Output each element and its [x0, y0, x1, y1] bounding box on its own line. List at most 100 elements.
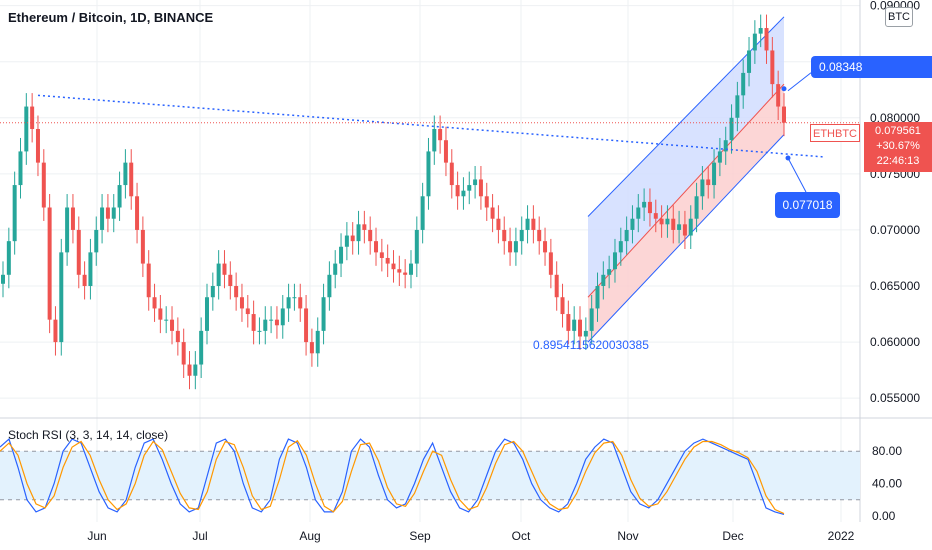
candle-body	[502, 229, 507, 242]
candle-body	[560, 297, 565, 315]
candle-body	[274, 319, 279, 326]
candle-body	[583, 330, 588, 337]
x-tick-label: Sep	[409, 529, 431, 543]
candle-body	[152, 297, 157, 309]
candle-body	[111, 207, 116, 219]
candle-body	[531, 218, 536, 230]
candle-body	[356, 224, 361, 242]
y-tick-label: 0.070000	[870, 223, 920, 237]
candle-body	[438, 128, 443, 141]
candle-body	[59, 252, 64, 343]
x-tick-label: Jun	[87, 529, 106, 543]
candle-body	[204, 297, 209, 331]
candle-body	[94, 229, 99, 253]
candle-body	[1, 274, 5, 284]
candle-body	[764, 28, 769, 51]
candle-body	[607, 269, 612, 275]
candle-body	[618, 241, 623, 253]
last-price-box: 0.079561 +30.67% 22:46:13	[864, 122, 932, 172]
regression-channel[interactable]	[587, 16, 785, 343]
candle-body	[374, 241, 379, 253]
x-tick-label: Jul	[192, 529, 207, 543]
candle-body	[449, 162, 454, 186]
upper-trend-extension	[787, 72, 812, 92]
stoch-rsi-d-line	[0, 439, 785, 515]
candle-body	[379, 252, 384, 258]
candle-body	[70, 207, 75, 230]
candle-body	[642, 201, 647, 208]
candle-body	[513, 241, 518, 253]
candle-body	[193, 364, 198, 376]
candle-body	[694, 196, 699, 219]
candle-body	[175, 330, 180, 343]
candle-body	[170, 319, 175, 331]
candle-body	[263, 319, 268, 331]
symbol-tag: ETHBTC	[810, 124, 860, 142]
candle-body	[572, 319, 577, 331]
candle-body	[123, 162, 128, 186]
candle-body	[269, 319, 274, 321]
candle-body	[595, 286, 600, 309]
candle-body	[228, 274, 233, 287]
candle-body	[24, 106, 29, 152]
candle-body	[234, 286, 239, 298]
candle-body	[12, 185, 17, 242]
candle-body	[408, 263, 413, 275]
candle-body	[747, 50, 752, 73]
candle-body	[770, 50, 775, 85]
chart-title: Ethereum / Bitcoin, 1D, BINANCE	[8, 10, 214, 25]
channel-upper-line	[587, 16, 785, 217]
candle-body	[321, 297, 326, 331]
candle-body	[344, 235, 349, 247]
candle-body	[350, 235, 355, 242]
candle-body	[665, 218, 670, 225]
candle-body	[280, 308, 285, 326]
candle-body	[251, 314, 256, 331]
price-change: +30.67%	[876, 140, 920, 152]
rsi-y-tick-label: 40.00	[872, 477, 902, 491]
candle-body	[548, 252, 553, 275]
candle-body	[187, 364, 192, 376]
y-tick-label: 0.080000	[870, 111, 920, 125]
x-tick-label: Dec	[722, 529, 743, 543]
candle-body	[624, 229, 629, 242]
candle-body	[362, 224, 367, 230]
candle-body	[677, 224, 682, 230]
candle-body	[659, 218, 664, 225]
axis-labels: Jun Jul Aug Sep Oct Nov Dec 2022 0.055000 0.06000…	[87, 0, 920, 543]
stoch-rsi-pane	[0, 438, 860, 515]
candle-body	[455, 185, 460, 197]
candle-body	[239, 297, 244, 309]
candlestick-series	[1, 14, 786, 390]
bar-countdown: 22:46:13	[876, 155, 920, 167]
candle-body	[164, 319, 169, 321]
candle-body	[537, 229, 542, 242]
candle-body	[612, 252, 617, 270]
candle-body	[309, 342, 314, 354]
currency-badge[interactable]: BTC	[885, 7, 913, 27]
last-price: 0.079561	[875, 125, 921, 137]
candle-body	[490, 207, 495, 219]
candle-body	[782, 106, 786, 123]
candle-body	[496, 218, 501, 230]
candle-body	[135, 196, 140, 230]
candle-body	[403, 272, 408, 275]
candle-body	[508, 241, 513, 253]
candle-body	[181, 342, 186, 365]
trend-lines[interactable]	[0, 72, 860, 193]
candle-body	[566, 314, 571, 331]
candle-body	[117, 185, 122, 208]
rsi-y-tick-label: 80.00	[872, 444, 902, 458]
callout-connector	[787, 157, 807, 193]
candle-body	[129, 162, 134, 197]
candle-body	[671, 218, 676, 230]
y-tick-label: 0.060000	[870, 335, 920, 349]
x-tick-label: 2022	[828, 529, 855, 543]
candle-body	[589, 308, 594, 331]
candle-body	[717, 151, 722, 163]
candle-body	[41, 162, 46, 208]
candle-body	[257, 330, 262, 332]
candle-body	[35, 128, 40, 163]
candle-body	[18, 151, 23, 186]
